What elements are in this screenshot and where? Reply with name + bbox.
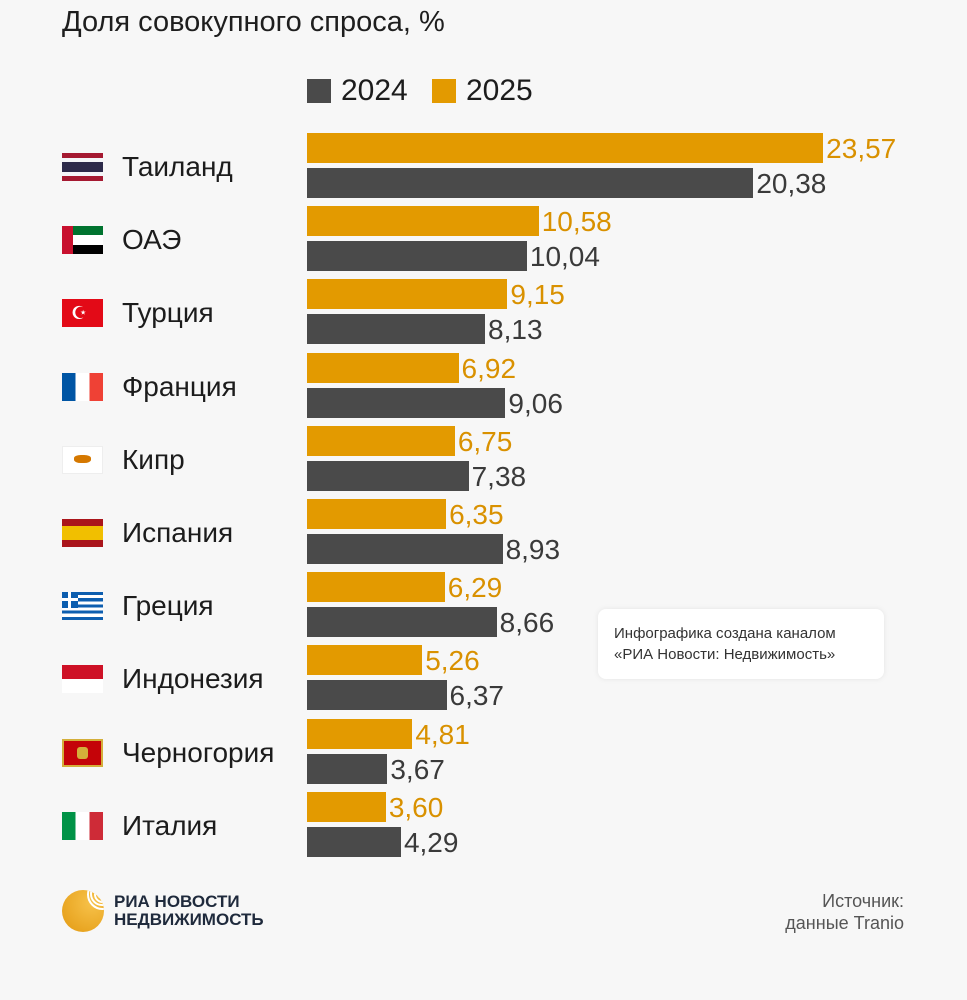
data-label-2025: 3,60 [388, 791, 444, 823]
uae-flag-icon [62, 226, 103, 255]
spain-flag-icon [62, 519, 103, 547]
france-flag-icon [62, 372, 103, 401]
category-label-row: Испания [62, 513, 233, 553]
data-label-2025: 5,26 [425, 645, 480, 677]
bar-2024 [307, 241, 527, 272]
data-label-2025: 4,81 [415, 718, 470, 750]
bar-2024 [307, 534, 503, 564]
bar-2025 [307, 645, 423, 676]
data-label-2025: 9,15 [510, 279, 565, 311]
data-label-2024: 3,67 [390, 753, 445, 785]
info-line-2: «РИА Новости: Недвижимость» [614, 646, 836, 663]
data-label-2025: 6,29 [447, 572, 503, 604]
category-label-row: ☪ Турция [62, 293, 214, 333]
logo-line-1: РИА НОВОСТИ [114, 892, 240, 911]
bar-2025 [307, 718, 413, 749]
montenegro-flag-icon [62, 738, 103, 767]
source-line-1: Источник: [822, 891, 904, 911]
legend-swatch-2025 [432, 79, 456, 103]
bar-2024 [307, 460, 469, 491]
category-label-row: ОАЭ [62, 220, 181, 260]
category-label: Кипр [122, 443, 185, 475]
category-label: Черногория [122, 736, 275, 768]
bar-2025 [307, 791, 386, 822]
category-label: Греция [122, 590, 214, 622]
category-label: Испания [122, 517, 234, 548]
bar-2025 [307, 352, 459, 383]
legend-label-2024: 2024 [341, 74, 408, 107]
data-label-2025: 10,58 [541, 206, 612, 238]
bar-2025 [307, 279, 508, 310]
data-label-2025: 23,57 [826, 133, 897, 164]
source-note: Источник: данные Tranio [785, 890, 904, 934]
bar-2024 [307, 607, 497, 638]
category-label: Италия [122, 809, 218, 841]
bar-2025 [307, 499, 447, 529]
turkey-flag-icon: ☪ [62, 299, 103, 328]
legend-swatch-2024 [307, 79, 331, 103]
bar-2025 [307, 425, 455, 456]
legend-label-2025: 2025 [466, 74, 533, 107]
data-label-2024: 10,04 [529, 241, 600, 273]
category-label-row: Кипр [62, 440, 185, 480]
category-label: Турция [122, 297, 214, 329]
category-label-row: Таиланд [62, 147, 233, 187]
greece-flag-icon [62, 592, 103, 621]
logo-line-2: НЕДВИЖИМОСТЬ [114, 910, 264, 929]
indonesia-flag-icon [62, 665, 103, 694]
legend-item-2024: 2024 [307, 74, 408, 108]
data-label-2024: 6,37 [449, 680, 505, 712]
data-label-2024: 4,29 [403, 826, 459, 858]
category-label: Таиланд [122, 151, 233, 182]
bar-2024 [307, 387, 506, 418]
bar-2024 [307, 753, 388, 784]
category-label-row: Греция [62, 586, 214, 626]
data-label-2024: 8,13 [488, 314, 543, 346]
source-line-2: данные Tranio [785, 913, 904, 933]
bar-2025 [307, 133, 824, 163]
category-label: Индонезия [122, 663, 264, 695]
bar-2024 [307, 680, 447, 711]
data-label-2025: 6,75 [457, 425, 513, 457]
data-label-2024: 20,38 [756, 168, 827, 199]
logo-disc-icon [62, 890, 104, 932]
data-label-2024: 8,93 [505, 534, 561, 565]
info-line-1: Инфографика создана каналом [614, 625, 836, 642]
info-box: Инфографика создана каналом «РИА Новости… [598, 609, 884, 679]
category-label: Франция [122, 370, 237, 402]
data-label-2025: 6,35 [449, 499, 504, 530]
data-label-2024: 8,66 [499, 607, 555, 639]
legend-item-2025: 2025 [432, 74, 533, 108]
category-label-row: Италия [62, 806, 217, 846]
data-label-2025: 6,92 [461, 352, 517, 384]
chart-title: Доля совокупного спроса, % [62, 6, 445, 38]
category-label-row: Черногория [62, 733, 274, 773]
logo-arc-icon [86, 890, 104, 910]
ria-logo: РИА НОВОСТИ НЕДВИЖИМОСТЬ [62, 890, 264, 932]
category-label-row: Индонезия [62, 659, 264, 699]
italy-flag-icon [62, 811, 103, 840]
bar-2024 [307, 168, 754, 198]
data-label-2024: 9,06 [508, 387, 563, 419]
thailand-flag-icon [62, 153, 103, 181]
bar-2024 [307, 826, 401, 857]
cyprus-flag-icon [62, 445, 103, 474]
data-label-2024: 7,38 [471, 460, 527, 492]
bar-2025 [307, 572, 445, 603]
bar-2024 [307, 314, 486, 345]
bar-2025 [307, 206, 539, 237]
category-label: ОАЭ [122, 224, 182, 256]
category-label-row: Франция [62, 367, 237, 407]
